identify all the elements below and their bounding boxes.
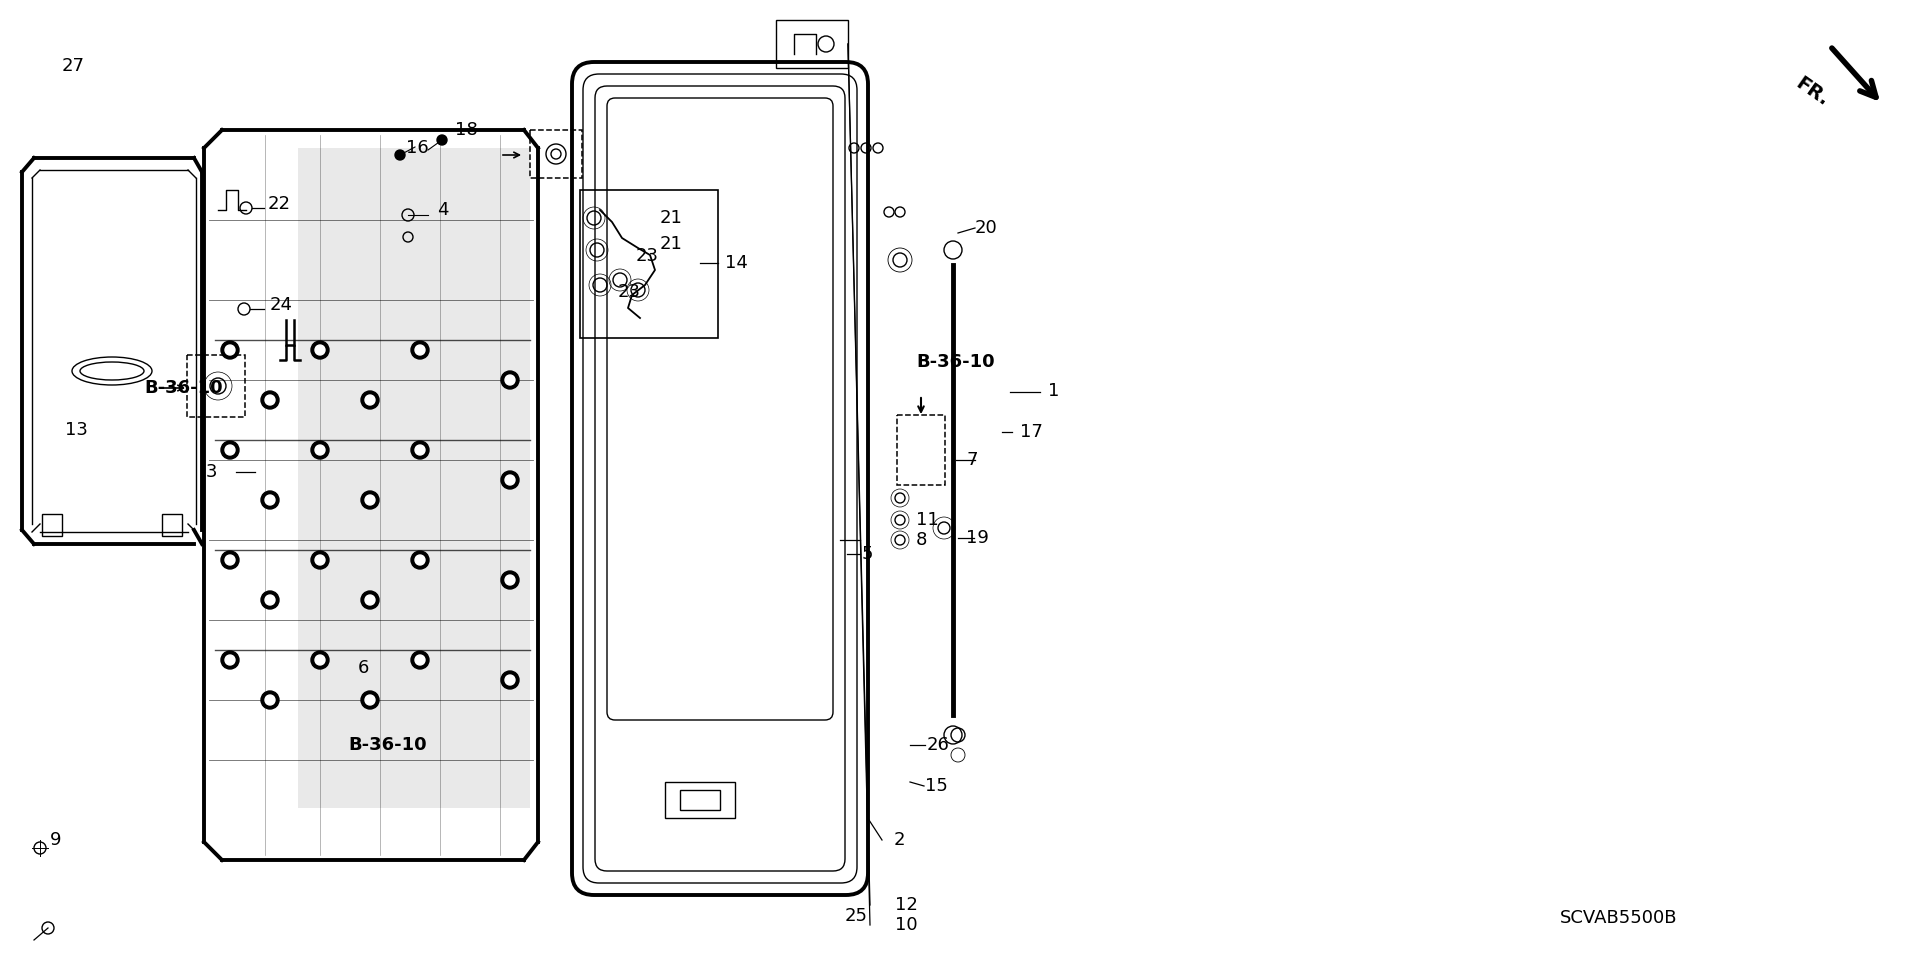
Text: 18: 18 (455, 121, 478, 139)
Text: SCVAB5500B: SCVAB5500B (1559, 909, 1678, 927)
Text: 5: 5 (862, 545, 874, 563)
Text: 25: 25 (845, 907, 868, 925)
Circle shape (261, 491, 278, 509)
Circle shape (225, 655, 234, 665)
Text: 17: 17 (1020, 423, 1043, 441)
Circle shape (505, 475, 515, 485)
Text: B-36-10: B-36-10 (144, 379, 223, 397)
Circle shape (265, 595, 275, 605)
Bar (530, 130, 582, 178)
Text: 23: 23 (618, 283, 641, 301)
Circle shape (261, 691, 278, 709)
Text: 22: 22 (269, 195, 292, 213)
Circle shape (505, 375, 515, 385)
Bar (897, 415, 945, 485)
Text: B-36-10: B-36-10 (916, 353, 995, 371)
Circle shape (265, 695, 275, 705)
Circle shape (411, 551, 428, 569)
Text: 23: 23 (636, 247, 659, 265)
Circle shape (221, 651, 238, 669)
Circle shape (505, 675, 515, 685)
Circle shape (225, 345, 234, 355)
Circle shape (365, 695, 374, 705)
Bar (42, 514, 61, 536)
Bar (580, 190, 718, 338)
Circle shape (315, 555, 324, 565)
Text: 4: 4 (438, 201, 449, 219)
Text: 15: 15 (925, 777, 948, 795)
Circle shape (501, 371, 518, 389)
Circle shape (411, 441, 428, 459)
Bar (776, 20, 849, 68)
Circle shape (501, 671, 518, 689)
Text: 26: 26 (927, 736, 950, 754)
Text: 16: 16 (405, 139, 428, 157)
Circle shape (361, 391, 378, 409)
Circle shape (225, 555, 234, 565)
Circle shape (365, 395, 374, 405)
Circle shape (415, 655, 424, 665)
Text: 10: 10 (895, 916, 918, 934)
Text: 1: 1 (1048, 382, 1060, 400)
Circle shape (438, 135, 447, 145)
Text: B-36-10: B-36-10 (348, 736, 426, 754)
Circle shape (501, 471, 518, 489)
Circle shape (221, 551, 238, 569)
Bar (664, 782, 735, 818)
Circle shape (501, 571, 518, 589)
Text: 21: 21 (660, 209, 684, 227)
Text: 9: 9 (50, 831, 61, 849)
Circle shape (415, 345, 424, 355)
Circle shape (225, 445, 234, 455)
Circle shape (311, 651, 328, 669)
Circle shape (265, 395, 275, 405)
Bar (680, 790, 720, 810)
Circle shape (315, 445, 324, 455)
Circle shape (365, 495, 374, 505)
Circle shape (261, 591, 278, 609)
Bar (186, 355, 246, 417)
Text: 27: 27 (61, 57, 84, 75)
Text: 14: 14 (726, 254, 749, 272)
Circle shape (221, 441, 238, 459)
Circle shape (361, 491, 378, 509)
Circle shape (261, 391, 278, 409)
Text: FR.: FR. (1791, 74, 1832, 110)
FancyBboxPatch shape (298, 148, 530, 808)
Text: 11: 11 (916, 511, 939, 529)
Circle shape (315, 655, 324, 665)
Text: 2: 2 (895, 831, 906, 849)
Circle shape (365, 595, 374, 605)
Bar (161, 514, 182, 536)
Circle shape (415, 445, 424, 455)
Circle shape (411, 651, 428, 669)
Circle shape (361, 691, 378, 709)
Text: 3: 3 (205, 463, 217, 481)
Text: 8: 8 (916, 531, 927, 549)
Circle shape (311, 341, 328, 359)
Text: 7: 7 (966, 451, 977, 469)
Text: 20: 20 (975, 219, 998, 237)
Circle shape (505, 575, 515, 585)
Text: 13: 13 (65, 421, 88, 439)
Text: 12: 12 (895, 896, 918, 914)
Text: 6: 6 (357, 659, 369, 677)
Text: 21: 21 (660, 235, 684, 253)
Circle shape (396, 150, 405, 160)
Circle shape (221, 341, 238, 359)
Circle shape (361, 591, 378, 609)
Circle shape (411, 341, 428, 359)
Text: 24: 24 (271, 296, 294, 314)
Circle shape (311, 551, 328, 569)
Circle shape (311, 441, 328, 459)
Circle shape (315, 345, 324, 355)
Circle shape (265, 495, 275, 505)
Text: 19: 19 (966, 529, 989, 547)
Circle shape (415, 555, 424, 565)
